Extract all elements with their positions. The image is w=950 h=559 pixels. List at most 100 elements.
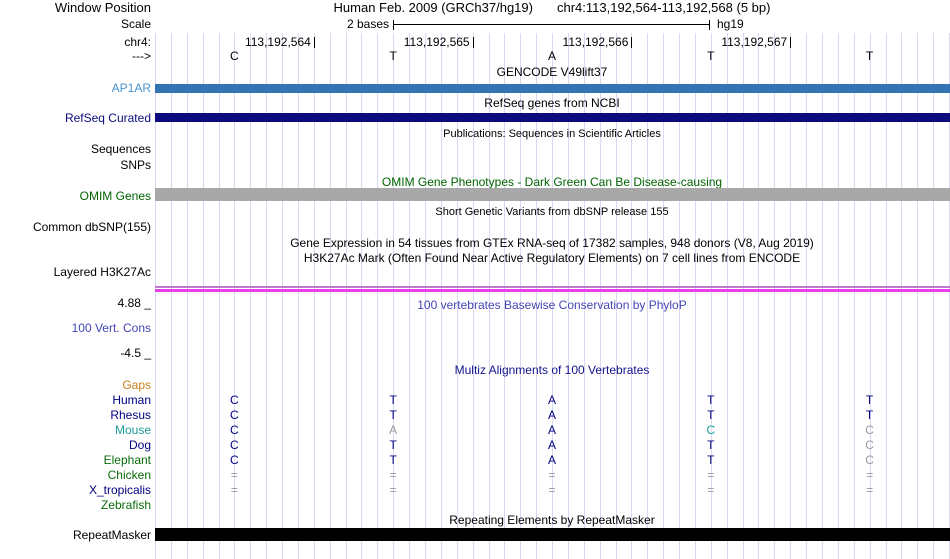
assembly-name: Human Feb. 2009 (GRCh37/hg19)	[333, 0, 533, 15]
phylop-track-title: 100 vertebrates Basewise Conservation by…	[417, 298, 687, 312]
alignment-base: =	[548, 483, 556, 497]
alignment-base: T	[389, 438, 397, 452]
alignment-base: C	[865, 453, 874, 467]
grid-guideline	[488, 33, 490, 559]
alignment-base: A	[389, 423, 398, 437]
gaps-row-label[interactable]: Gaps	[122, 378, 151, 392]
alignment-base: T	[707, 393, 715, 407]
h3k27ac-signal-line-magenta[interactable]	[155, 289, 950, 292]
grid-guideline	[282, 33, 283, 559]
grid-guideline	[742, 33, 744, 559]
chromosome-label: chr4:	[124, 35, 151, 49]
species-label-elephant[interactable]: Elephant	[103, 453, 151, 467]
grid-guideline	[313, 33, 315, 559]
coordinate-tick	[790, 37, 792, 48]
grid-guideline	[377, 33, 379, 559]
coordinate-tick	[472, 37, 474, 48]
grid-guideline	[726, 33, 728, 559]
alignment-base: A	[547, 423, 556, 437]
grid-guideline	[297, 33, 299, 559]
coordinate-label: 113,192,567	[721, 35, 788, 49]
gencode-item-label[interactable]: AP1AR	[111, 81, 151, 95]
species-label-zebrafish[interactable]: Zebrafish	[100, 498, 151, 512]
dbsnp-track-label[interactable]: Common dbSNP(155)	[32, 220, 151, 234]
refseq-gene-bar[interactable]	[155, 113, 950, 122]
h3k27ac-max-value: 4.88 _	[117, 296, 151, 310]
dbsnp-track-title: Short Genetic Variants from dbSNP releas…	[435, 206, 669, 218]
alignment-base: T	[707, 453, 715, 467]
grid-guideline	[520, 33, 522, 559]
refseq-track-label[interactable]: RefSeq Curated	[64, 111, 151, 125]
h3k27ac-signal-line-violet[interactable]	[155, 286, 950, 288]
omim-track-label[interactable]: OMIM Genes	[79, 189, 151, 203]
alignment-base: A	[547, 408, 556, 422]
alignment-base: =	[548, 468, 556, 482]
grid-guideline	[679, 33, 680, 559]
species-label-chicken[interactable]: Chicken	[107, 468, 151, 482]
grid-guideline	[329, 33, 331, 559]
grid-guideline	[631, 33, 633, 559]
grid-guideline	[218, 33, 220, 559]
coordinate-label: 113,192,565	[403, 35, 470, 49]
h3k27ac-track-label[interactable]: Layered H3K27Ac	[53, 265, 151, 279]
position-range: chr4:113,192,564-113,192,568 (5 bp)	[556, 0, 771, 15]
alignment-base: A	[547, 393, 556, 407]
scale-label: Scale	[120, 17, 151, 31]
grid-guideline	[361, 33, 363, 559]
gtex-track-title: Gene Expression in 54 tissues from GTEx …	[290, 236, 814, 250]
grid-guideline	[837, 33, 839, 559]
grid-guideline	[504, 33, 506, 559]
grid-guideline	[901, 33, 903, 559]
scale-bar	[393, 20, 710, 30]
alignment-base: C	[230, 438, 239, 452]
alignment-base: T	[389, 453, 397, 467]
species-label-rhesus[interactable]: Rhesus	[110, 408, 151, 422]
coordinate-tick	[313, 37, 315, 48]
alignment-base: =	[866, 483, 874, 497]
alignment-base: C	[865, 438, 874, 452]
repeatmasker-bar[interactable]	[155, 528, 950, 541]
grid-guideline	[250, 33, 252, 559]
alignment-base: =	[866, 468, 874, 482]
alignment-base: A	[547, 438, 556, 452]
grid-guideline	[933, 33, 935, 559]
coordinate-label: 113,192,566	[562, 35, 629, 49]
alignment-base: T	[865, 393, 874, 407]
species-label-human[interactable]: Human	[112, 393, 151, 407]
coordinate-tick	[631, 37, 633, 48]
multiz-track-title: Multiz Alignments of 100 Vertebrates	[454, 363, 650, 377]
species-label-dog[interactable]: Dog	[128, 438, 151, 452]
alignment-base: =	[389, 468, 397, 482]
alignment-base: T	[389, 393, 397, 407]
snps-track-label[interactable]: SNPs	[120, 158, 151, 172]
alignment-base: T	[707, 438, 715, 452]
scale-assembly: hg19	[717, 17, 744, 31]
strand-arrow: --->	[132, 49, 151, 63]
ruler-base: C	[230, 49, 239, 63]
grid-guideline	[567, 33, 569, 559]
grid-guideline	[536, 33, 538, 559]
alignment-base: C	[230, 393, 239, 407]
alignment-base: A	[547, 453, 556, 467]
sequences-track-label[interactable]: Sequences	[90, 142, 151, 156]
grid-guideline	[599, 33, 601, 559]
repeatmasker-track-label[interactable]: RepeatMasker	[72, 528, 151, 542]
species-label-x_tropicalis[interactable]: X_tropicalis	[88, 483, 151, 497]
species-label-mouse[interactable]: Mouse	[114, 423, 151, 437]
grid-guideline	[202, 33, 204, 559]
grid-guideline	[790, 33, 792, 559]
omim-gene-bar[interactable]	[155, 188, 950, 201]
conservation-track-label[interactable]: 100 Vert. Cons	[71, 321, 151, 335]
grid-guideline	[440, 33, 442, 559]
grid-guideline	[885, 33, 887, 559]
grid-guideline	[155, 33, 156, 559]
alignment-base: T	[707, 408, 715, 422]
alignment-base: T	[865, 408, 874, 422]
alignment-base: =	[389, 483, 397, 497]
omim-track-title: OMIM Gene Phenotypes - Dark Green Can Be…	[381, 175, 723, 189]
alignment-base: =	[707, 483, 715, 497]
gencode-gene-bar[interactable]	[155, 84, 950, 93]
grid-guideline	[186, 33, 188, 559]
h3k27ac-track-title: H3K27Ac Mark (Often Found Near Active Re…	[303, 251, 801, 265]
